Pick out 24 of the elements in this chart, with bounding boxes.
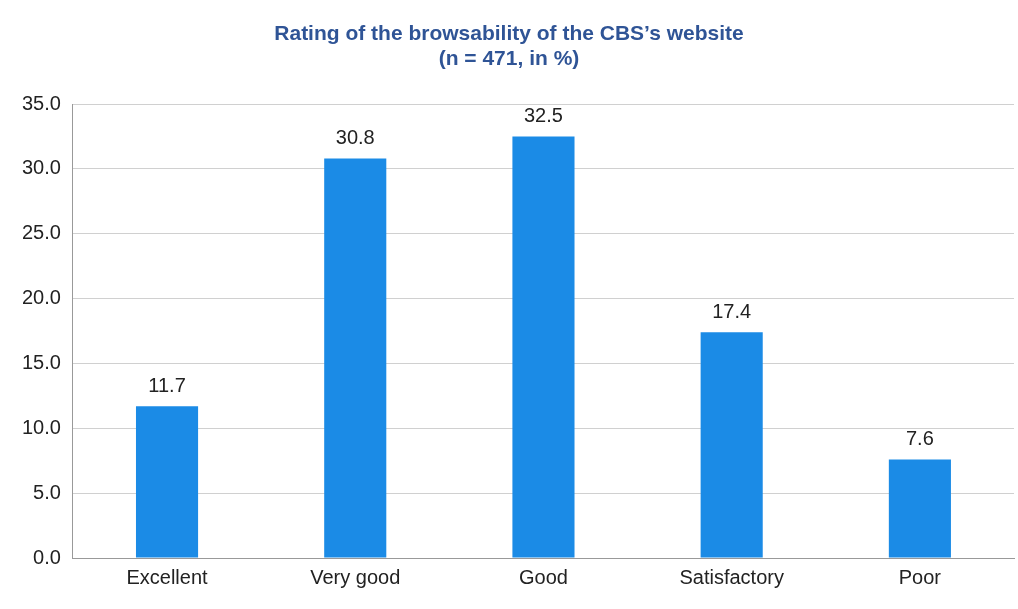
x-tick-label: Satisfactory: [679, 565, 784, 588]
y-tick-label: 20.0: [21, 286, 61, 309]
bar: [700, 332, 763, 558]
x-tick-label: Good: [518, 565, 568, 588]
data-label: 32.5: [523, 103, 563, 126]
data-label: 7.6: [905, 426, 934, 449]
x-tick-label: Excellent: [126, 565, 209, 588]
bar: [888, 459, 951, 558]
y-tick-label: 30.0: [21, 156, 61, 179]
bar: [135, 406, 199, 558]
y-tick-label: 25.0: [21, 221, 61, 244]
y-tick-label: 5.0: [33, 480, 61, 503]
data-label: 11.7: [148, 373, 186, 396]
y-tick-label: 15.0: [21, 350, 61, 373]
x-tick-label: Very good: [310, 565, 401, 588]
chart-title: Rating of the browsability of the CBS’s website (n = 471, in %): [273, 20, 745, 71]
y-tick-label: 10.0: [21, 415, 61, 438]
y-tick-label: 35.0: [21, 91, 61, 114]
data-label: 30.8: [335, 126, 375, 148]
x-tick-label: Poor: [898, 565, 942, 588]
data-label: 17.4: [712, 299, 752, 322]
bar: [324, 158, 387, 558]
bar: [512, 136, 575, 558]
y-tick-label: 0.0: [33, 545, 61, 568]
